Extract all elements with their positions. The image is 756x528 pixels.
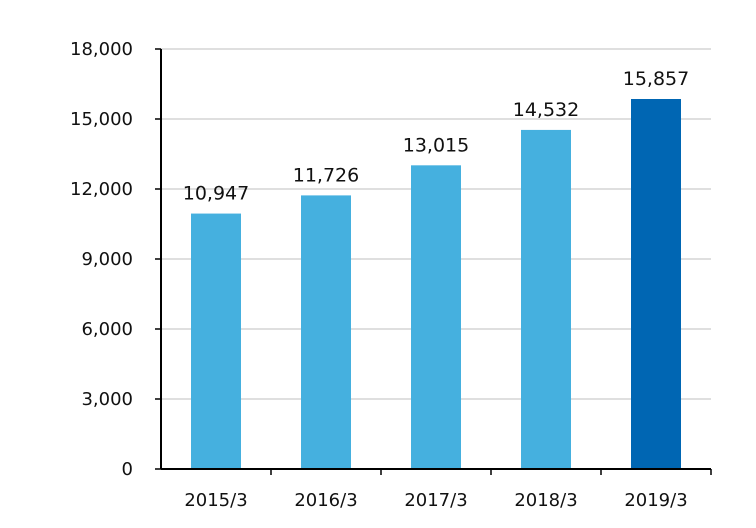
bar-2017/3 — [411, 165, 461, 470]
y-tick-label: 0 — [122, 459, 133, 480]
bar-value-label: 13,015 — [403, 134, 469, 156]
y-axis-ticks: 0 3,000 6,000 9,000 12,000 15,000 18,000 — [70, 39, 161, 480]
y-tick-label: 15,000 — [70, 109, 133, 130]
x-tick-label: 2017/3 — [404, 490, 467, 511]
y-tick-label: 12,000 — [70, 179, 133, 200]
bar-value-label: 14,532 — [513, 99, 579, 121]
bar-2019/3 — [631, 99, 681, 470]
x-axis-ticks: 2015/3 2016/3 2017/3 2018/3 2019/3 — [184, 469, 712, 511]
bar-value-label: 15,857 — [623, 68, 689, 90]
x-tick-label: 2016/3 — [294, 490, 357, 511]
x-tick-label: 2019/3 — [624, 490, 687, 511]
bar-value-labels: 10,947 11,726 13,015 14,532 15,857 — [183, 68, 689, 205]
axes — [160, 49, 711, 470]
bars — [191, 99, 681, 470]
x-tick-label: 2018/3 — [514, 490, 577, 511]
bar-value-label: 11,726 — [293, 164, 359, 186]
y-tick-label: 3,000 — [81, 389, 133, 410]
y-tick-label: 18,000 — [70, 39, 133, 60]
bar-2015/3 — [191, 213, 241, 469]
bar-2018/3 — [521, 129, 571, 470]
bar-2016/3 — [301, 195, 351, 470]
y-tick-label: 6,000 — [81, 319, 133, 340]
bar-value-label: 10,947 — [183, 183, 249, 205]
y-tick-label: 9,000 — [81, 249, 133, 270]
x-tick-label: 2015/3 — [184, 490, 247, 511]
